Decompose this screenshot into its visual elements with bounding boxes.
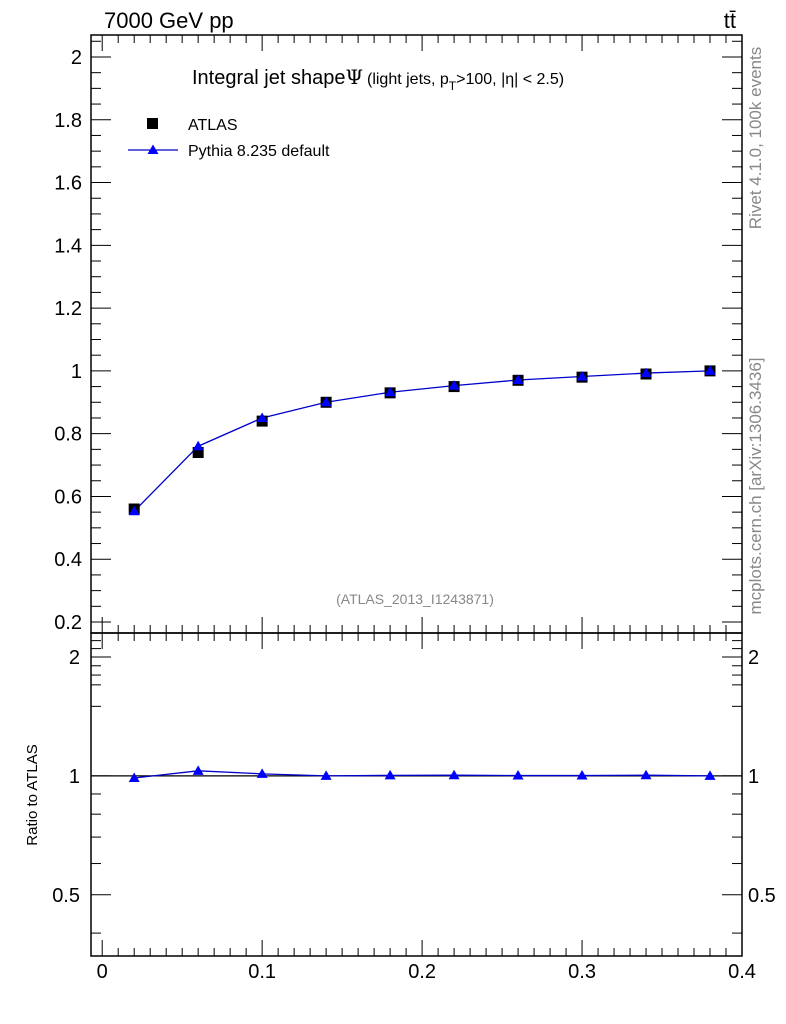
- pythia-line: [133, 370, 711, 512]
- chart-title-sub: (light jets, p: [367, 71, 449, 88]
- pythia-point: [384, 386, 396, 397]
- ratio-y-tick-label: 2: [69, 647, 80, 669]
- x-tick-label: 0.4: [728, 961, 756, 983]
- legend-atlas-marker: [147, 118, 158, 129]
- legend-pythia-label: Pythia 8.235 default: [188, 143, 330, 160]
- ratio-pythia-point: [256, 768, 268, 778]
- main-axis-ticks: [91, 35, 743, 633]
- y-tick-label: 1.4: [54, 235, 82, 257]
- y-tick-label: 2: [71, 47, 82, 69]
- y-tick-label: 1.6: [54, 173, 82, 195]
- y-tick-label: 0.2: [54, 612, 82, 634]
- legend-pythia-marker: [147, 144, 159, 154]
- x-tick-label: 0.2: [408, 961, 436, 983]
- main-y-tick-labels: 0.2 0.4 0.6 0.8 1 1.2 1.4 1.6 1.8 2: [54, 47, 82, 634]
- x-tick-label: 0: [97, 961, 108, 983]
- chart-title-sub-index: T: [449, 79, 457, 93]
- y-tick-label: 1.2: [54, 298, 82, 320]
- pythia-point: [320, 396, 332, 407]
- y-tick-label: 1: [71, 361, 82, 383]
- ratio-pythia-point: [704, 770, 716, 780]
- ratio-y-axis-label: Ratio to ATLAS: [24, 744, 41, 845]
- analysis-label: (ATLAS_2013_I1243871): [336, 591, 494, 607]
- ratio-y-tick-label: 1: [69, 766, 80, 788]
- ratio-pythia-point: [128, 772, 140, 782]
- atlas-point: [192, 447, 204, 459]
- pythia-point: [704, 365, 716, 375]
- ratio-axis-ticks: [91, 633, 743, 956]
- pythia-point: [576, 371, 588, 381]
- ratio-y-tick-label-right: 0.5: [748, 885, 776, 907]
- x-tick-label: 0.3: [568, 961, 596, 983]
- pythia-point: [448, 380, 460, 390]
- legend-atlas-label: ATLAS: [188, 117, 238, 134]
- legend: ATLAS Pythia 8.235 default: [128, 117, 330, 160]
- process-label: tt̄: [724, 8, 736, 33]
- ratio-pythia-point: [320, 770, 332, 780]
- ratio-y-tick-label: 0.5: [52, 885, 80, 907]
- y-tick-label: 0.4: [54, 549, 82, 571]
- ratio-panel: 0.5 0.5 1 1 2 2 0 0.1 0.2 0.3 0.4 Ratio to ATLAS: [24, 632, 776, 983]
- y-tick-label: 1.8: [54, 110, 82, 132]
- pythia-point: [128, 505, 140, 516]
- rivet-version-label: Rivet 4.1.0, 100k events: [746, 47, 765, 229]
- mcplots-reference-label: mcplots.cern.ch [arXiv:1306.3436]: [746, 357, 765, 614]
- x-tick-label: 0.1: [248, 961, 276, 983]
- pythia-point: [640, 367, 652, 378]
- ratio-pythia-point: [640, 769, 652, 780]
- chart-title-sub-rest: >100, |η| < 2.5): [456, 71, 564, 88]
- ratio-y-tick-label-right: 1: [748, 766, 759, 788]
- ratio-pythia-point: [192, 765, 204, 775]
- chart-title-main: Integral jet shape: [192, 67, 345, 89]
- ratio-data-series: [91, 765, 742, 782]
- ratio-y-tick-label-right: 2: [748, 647, 759, 669]
- pythia-point: [512, 374, 524, 384]
- ratio-pythia-point: [512, 770, 524, 780]
- energy-label: 7000 GeV pp: [104, 8, 234, 33]
- pythia-point: [256, 412, 268, 422]
- y-tick-label: 0.6: [54, 486, 82, 508]
- x-tick-labels: 0 0.1 0.2 0.3 0.4: [97, 961, 756, 983]
- ratio-pythia-line: [134, 770, 711, 779]
- ratio-panel-frame: [90, 632, 743, 957]
- ratio-y-tick-labels: 0.5 0.5 1 1 2 2: [52, 647, 776, 907]
- ratio-pythia-point: [576, 770, 588, 780]
- pythia-point: [192, 440, 204, 451]
- chart-title: Integral jet shapeΨ (light jets, pT>100, …: [192, 65, 564, 93]
- ratio-pythia-point: [384, 769, 396, 780]
- ratio-pythia-point: [448, 769, 460, 780]
- y-tick-label: 0.8: [54, 424, 82, 446]
- main-data-series: [128, 365, 716, 516]
- main-panel: 0.2 0.4 0.6 0.8 1 1.2 1.4 1.6 1.8 2 Integral jet …: [54, 34, 743, 634]
- chart-title-symbol: Ψ: [345, 65, 363, 89]
